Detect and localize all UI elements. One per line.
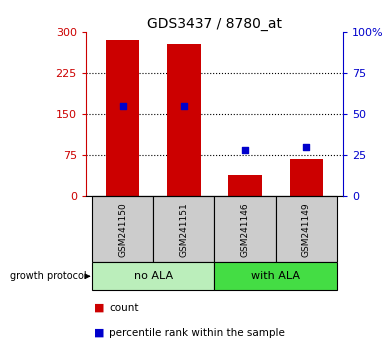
Text: growth protocol: growth protocol [11, 271, 87, 281]
Bar [167, 44, 201, 196]
Bar [153, 196, 215, 262]
Bar [92, 196, 153, 262]
Text: GSM241150: GSM241150 [118, 202, 127, 257]
Point [242, 148, 248, 153]
Bar [228, 175, 262, 196]
Text: GSM241149: GSM241149 [302, 202, 311, 257]
Text: no ALA: no ALA [134, 271, 173, 281]
Point [303, 144, 310, 150]
Text: ■: ■ [94, 303, 104, 313]
Bar [215, 262, 337, 290]
Title: GDS3437 / 8780_at: GDS3437 / 8780_at [147, 17, 282, 31]
Text: percentile rank within the sample: percentile rank within the sample [109, 328, 285, 338]
Text: count: count [109, 303, 139, 313]
Bar [106, 40, 139, 196]
Text: GSM241146: GSM241146 [241, 202, 250, 257]
Text: GSM241151: GSM241151 [179, 202, 188, 257]
Text: with ALA: with ALA [251, 271, 300, 281]
Bar [92, 262, 214, 290]
Point [181, 103, 187, 109]
Bar [276, 196, 337, 262]
Text: ■: ■ [94, 328, 104, 338]
Bar [289, 159, 323, 196]
Bar [215, 196, 276, 262]
Point [119, 103, 126, 109]
